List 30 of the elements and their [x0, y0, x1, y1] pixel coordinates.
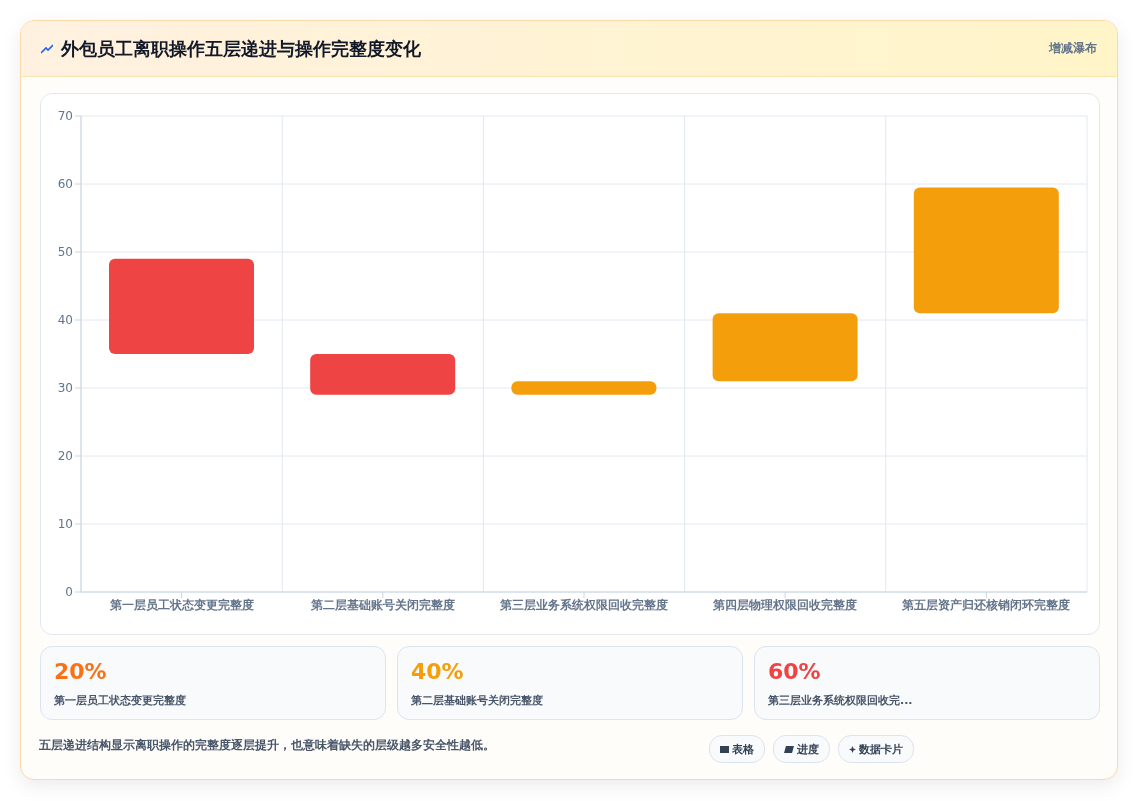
text: 增减瀑布 — [1049, 40, 1097, 57]
y-tick-label: 40 — [57, 313, 73, 328]
y-tick-label: 50 — [57, 245, 73, 260]
x-tick-label: 第二层基础账号关闭完整度 — [309, 597, 455, 612]
text: 表格 — [709, 735, 765, 763]
y-tick-label: 60 — [57, 177, 73, 192]
text: 40% — [411, 659, 464, 684]
y-tick-label: 20 — [57, 449, 73, 464]
y-tick-label: 0 — [65, 585, 73, 600]
bar — [310, 354, 456, 395]
text: 第三层业务系统权限回收完... — [768, 693, 913, 708]
bar — [109, 258, 254, 354]
bar — [511, 381, 657, 395]
bar — [913, 187, 1059, 314]
text: 第二层基础账号关闭完整度 — [411, 693, 543, 708]
text: 数据卡片 — [838, 735, 914, 763]
x-tick-label: 第五层资产归还核销闭环完整度 — [901, 597, 1071, 612]
text: 20% — [54, 659, 107, 684]
y-tick-label: 10 — [57, 517, 73, 532]
bar — [712, 313, 858, 382]
text: 60% — [768, 659, 821, 684]
text: 第一层员工状态变更完整度 — [54, 693, 186, 708]
text: 五层递进结构显示离职操作的完整度逐层提升，也意味着缺失的层级越多安全性越低。 — [39, 737, 495, 754]
x-tick-label: 第三层业务系统权限回收完整度 — [499, 597, 668, 612]
y-tick-label: 30 — [57, 381, 73, 396]
chart-title: 外包员工离职操作五层递进与操作完整度变化 — [61, 36, 421, 61]
x-tick-label: 第四层物理权限回收完整度 — [712, 597, 858, 612]
y-tick-label: 70 — [57, 109, 73, 124]
text: 进度 — [773, 735, 830, 763]
x-tick-label: 第一层员工状态变更完整度 — [108, 597, 254, 612]
